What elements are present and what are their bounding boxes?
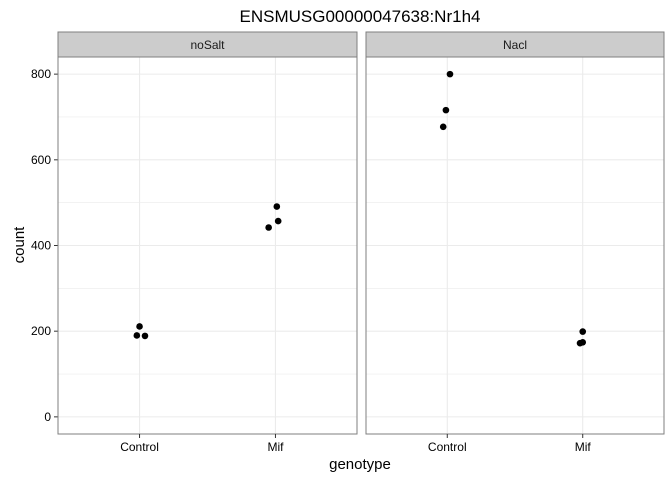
facet-strip-label: Nacl	[503, 38, 527, 52]
x-tick-label: Control	[428, 440, 467, 454]
y-tick-label: 800	[31, 67, 51, 81]
data-point	[136, 323, 143, 330]
y-tick-label: 600	[31, 153, 51, 167]
data-point	[273, 203, 281, 210]
data-point	[579, 328, 587, 335]
data-point	[439, 123, 447, 131]
panel-border	[365, 56, 665, 435]
data-point	[141, 332, 149, 340]
x-tick-label: Mif	[575, 440, 592, 454]
x-tick-label: Control	[120, 440, 159, 454]
data-point	[579, 339, 587, 346]
chart-title: ENSMUSG00000047638:Nr1h4	[240, 7, 481, 26]
x-tick-label: Mif	[267, 440, 284, 454]
panel-border	[57, 56, 358, 435]
data-point	[274, 217, 282, 225]
facet-strip-label: noSalt	[190, 38, 225, 52]
data-point	[442, 106, 450, 114]
facet-panel: Nacl Control Mif	[365, 31, 665, 454]
y-tick-label: 0	[44, 410, 51, 424]
y-tick-label: 400	[31, 239, 51, 253]
facet-panel: noSalt Control Mif	[57, 31, 358, 454]
y-axis-title: count	[11, 226, 28, 264]
y-tick-label: 200	[31, 324, 51, 338]
data-point	[133, 332, 141, 339]
x-axis-title: genotype	[329, 456, 391, 473]
facet-strip	[57, 31, 358, 58]
facet-panels: noSalt Control Mif Nacl Control Mif	[57, 31, 665, 454]
y-axis: 0 200 400 600 800	[31, 67, 58, 424]
data-point	[265, 224, 272, 231]
data-point	[446, 70, 454, 78]
